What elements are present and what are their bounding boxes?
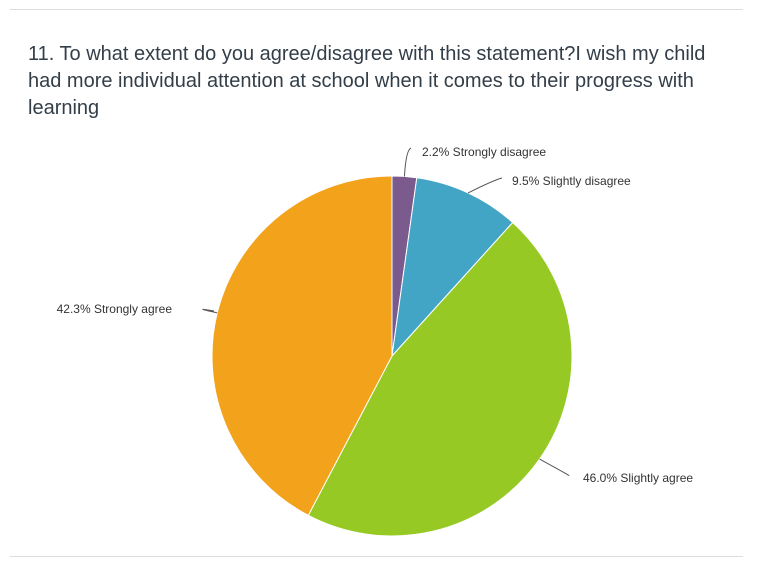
question-title: 11. To what extent do you agree/disagree… <box>28 43 706 119</box>
pie-slice-slightly-agree <box>307 221 573 537</box>
leader-line-slightly-disagree <box>467 177 503 194</box>
top-divider <box>10 9 743 10</box>
pie-slice-slightly-disagree <box>391 177 514 358</box>
pie-slices <box>211 175 573 537</box>
slice-label-strongly-disagree: 2.2% Strongly disagree <box>422 145 546 159</box>
bottom-divider <box>10 556 743 557</box>
leader-line-strongly-disagree <box>403 147 412 177</box>
label-leader-lines <box>202 147 570 476</box>
pie-slice-strongly-agree <box>211 175 393 517</box>
slice-label-slightly-agree: 46.0% Slightly agree <box>583 471 693 485</box>
leader-line-strongly-agree <box>202 308 218 314</box>
slice-label-slightly-disagree: 9.5% Slightly disagree <box>512 174 631 188</box>
slice-label-strongly-agree: 42.3% Strongly agree <box>57 302 173 316</box>
leader-line-slightly-agree <box>539 458 570 476</box>
slice-labels: 2.2% Strongly disagree 9.5% Slightly disa… <box>57 145 694 485</box>
